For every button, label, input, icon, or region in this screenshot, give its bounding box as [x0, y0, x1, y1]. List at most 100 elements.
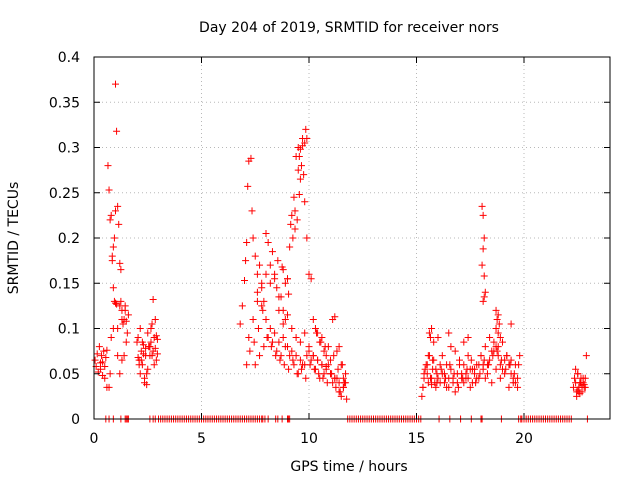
data-point [281, 343, 289, 351]
data-point [509, 379, 517, 387]
data-point [116, 370, 124, 378]
data-point [106, 370, 114, 378]
data-point [495, 320, 503, 328]
data-point [447, 365, 455, 373]
data-point [453, 379, 461, 387]
data-point [105, 186, 113, 194]
data-point [268, 248, 276, 256]
data-point [253, 297, 261, 305]
data-point [134, 334, 142, 342]
data-point [242, 257, 250, 265]
axis-tick-labels: 0 5 10 15 20 0 0.05 0.1 0.15 0.2 0.25 0.3 0.35 0.4 [49, 50, 533, 447]
x-tick-label: 10 [300, 431, 318, 447]
data-point [329, 379, 337, 387]
data-point [303, 352, 311, 360]
data-point [292, 334, 300, 342]
data-point [428, 374, 436, 382]
data-point [249, 315, 257, 323]
data-point [481, 343, 489, 351]
data-point [460, 379, 468, 387]
data-point [241, 277, 248, 285]
data-point [320, 370, 328, 378]
x-tick-label: 20 [515, 431, 533, 447]
data-point [309, 352, 317, 360]
data-point [432, 383, 440, 391]
data-point [486, 334, 494, 342]
data-point [295, 191, 303, 199]
y-axis-label: SRMTID / TECUs [6, 182, 22, 295]
data-point [331, 313, 339, 321]
data-point [103, 383, 111, 391]
plot-area-frame [93, 56, 611, 420]
data-point [113, 300, 121, 308]
data-point [248, 207, 256, 215]
data-point [121, 306, 129, 314]
data-point [262, 270, 270, 278]
data-point [291, 207, 299, 215]
data-point [571, 374, 579, 382]
data-point [294, 166, 302, 174]
data-point [445, 383, 453, 391]
data-point [134, 353, 142, 361]
data-point [451, 388, 459, 396]
data-point [576, 390, 584, 398]
data-point [574, 386, 582, 394]
data-point [279, 306, 287, 314]
data-point [136, 370, 144, 378]
data-point [109, 243, 117, 251]
data-point [107, 211, 115, 219]
data-point [317, 338, 325, 346]
axis-ticks [93, 56, 610, 420]
data-point [339, 383, 347, 391]
data-point [271, 329, 279, 337]
data-point [123, 329, 131, 337]
data-point [124, 311, 132, 319]
data-point [145, 343, 153, 351]
x-tick-label: 15 [408, 431, 426, 447]
data-point [271, 275, 279, 283]
data-point [260, 297, 268, 305]
data-point [110, 234, 118, 242]
data-point [464, 352, 472, 360]
data-point [95, 343, 103, 351]
data-point [497, 356, 505, 364]
data-point [149, 296, 157, 304]
data-point [152, 356, 160, 364]
data-point [476, 370, 484, 378]
data-point [98, 352, 106, 360]
data-point [496, 361, 504, 369]
data-point [574, 370, 582, 378]
data-point [243, 361, 251, 369]
data-point [251, 361, 259, 369]
data-point [302, 374, 310, 382]
data-point [454, 383, 462, 391]
data-point [253, 288, 261, 296]
data-point [142, 344, 150, 352]
y-tick-label: 0.4 [58, 50, 80, 66]
data-point [480, 293, 488, 301]
data-point [112, 80, 119, 88]
data-point [492, 365, 500, 373]
data-point [575, 388, 583, 396]
data-point [122, 317, 130, 325]
data-point [296, 145, 304, 153]
data-point [103, 346, 111, 354]
data-point [259, 306, 267, 314]
data-point [307, 356, 315, 364]
data-point [334, 365, 342, 373]
data-point [424, 352, 432, 360]
data-point [436, 361, 444, 369]
data-point [116, 302, 124, 310]
data-point [318, 334, 326, 342]
y-tick-label: 0.15 [49, 276, 80, 292]
data-point [343, 395, 351, 403]
data-point [281, 315, 289, 323]
data-point [279, 334, 287, 342]
data-point [473, 361, 481, 369]
data-point [251, 252, 259, 260]
data-point [144, 365, 152, 373]
data-point [479, 297, 487, 305]
data-point [109, 284, 117, 292]
data-point [266, 261, 274, 269]
data-point [238, 302, 246, 310]
